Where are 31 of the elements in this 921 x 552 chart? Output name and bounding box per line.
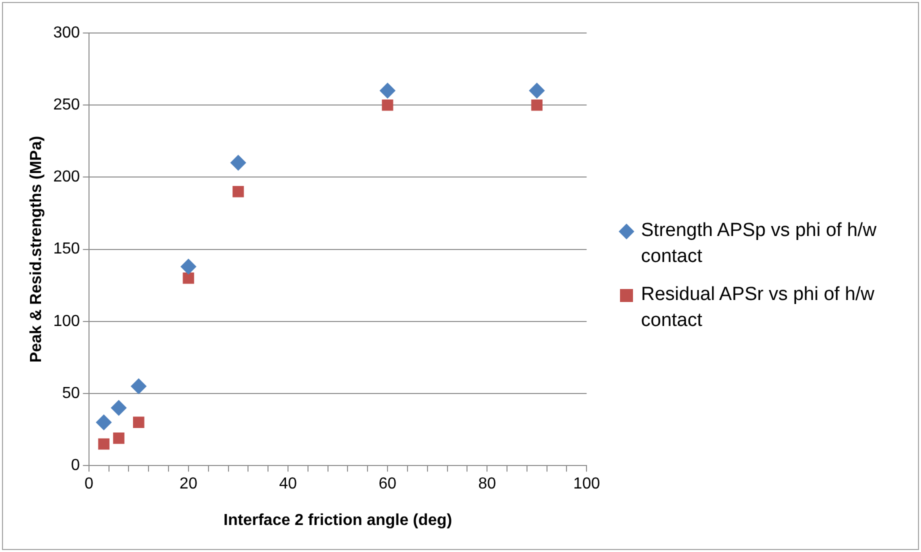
point (382, 99, 394, 111)
x-tick-label: 0 (84, 476, 94, 493)
y-tick-label: 250 (53, 96, 80, 114)
y-tick-label: 150 (53, 240, 80, 258)
y-tick-label: 50 (62, 384, 80, 402)
legend-label: Residual APSr vs phi of h/w contact (641, 283, 876, 333)
y-tick-label: 200 (53, 168, 80, 186)
x-axis-title: Interface 2 friction angle (deg) (224, 512, 452, 529)
x-tick-label: 60 (378, 476, 397, 493)
y-axis-title: Peak & Resid.strengths (MPa) (28, 136, 46, 363)
x-tick-label: 100 (573, 476, 600, 493)
x-tick-label: 40 (279, 476, 297, 493)
point (110, 400, 127, 416)
point (230, 154, 246, 171)
y-tick-label: 300 (53, 24, 80, 42)
point (180, 258, 196, 275)
point (531, 99, 543, 111)
point (528, 82, 545, 99)
y-tick-label: 0 (70, 457, 80, 474)
x-tick-label: 20 (180, 476, 198, 493)
point (113, 432, 124, 444)
x-tick-label: 80 (478, 476, 496, 493)
point (232, 186, 244, 198)
point (96, 414, 112, 430)
point (98, 438, 110, 450)
point (380, 82, 396, 99)
point (130, 378, 147, 394)
point (182, 272, 194, 284)
y-tick-label: 100 (53, 312, 80, 330)
legend-label: Strength APSp vs phi of h/w contact (641, 219, 878, 269)
point (133, 416, 144, 428)
